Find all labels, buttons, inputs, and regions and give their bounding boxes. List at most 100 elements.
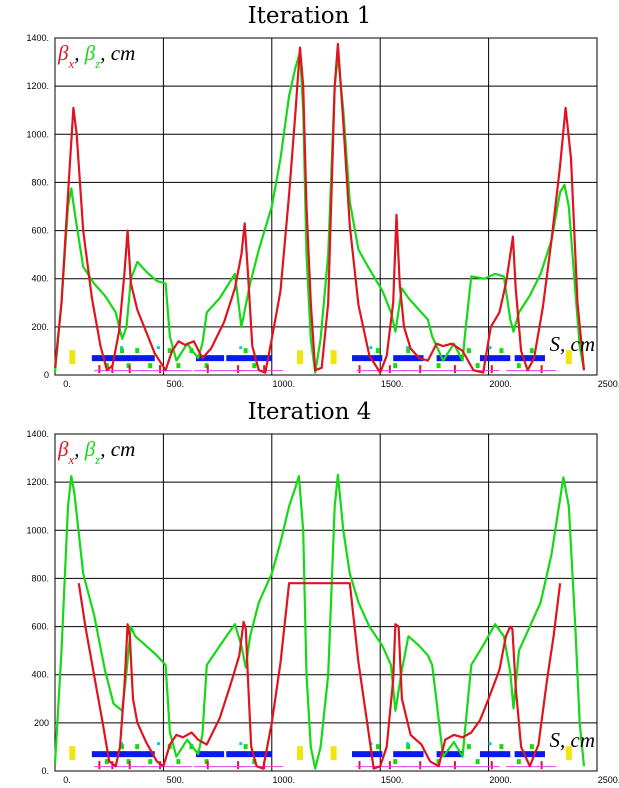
series-line	[53, 473, 586, 770]
x-tick-label: 2500.	[598, 775, 619, 785]
legend-text-part: β	[80, 437, 96, 461]
element-bar	[516, 759, 521, 765]
element-bar	[195, 355, 225, 362]
series-line	[77, 582, 562, 770]
y-tick-label: 1200.	[26, 477, 49, 487]
element-bar	[514, 355, 545, 362]
element-bar	[453, 761, 456, 770]
chart-svg: 0 200. 400. 600. 800. 1000. 1200. 1400. 0. 500. 10…	[26, 33, 619, 389]
element-bar	[419, 365, 422, 374]
element-bar	[239, 742, 243, 746]
element-bar	[126, 363, 131, 369]
element-bar	[540, 761, 543, 770]
chart-panel-iteration-1: Iteration 1 0 200. 400. 600. 800. 1000. 1200. 1…	[0, 0, 619, 392]
x-tick-label: 500.	[167, 379, 185, 389]
element-bar	[453, 365, 456, 374]
y-tick-label: 1400.	[26, 429, 49, 439]
element-bar	[406, 348, 411, 354]
element-bar	[296, 350, 303, 365]
element-bar	[436, 759, 441, 765]
element-bar	[111, 365, 114, 374]
element-bar	[141, 370, 192, 372]
element-bar	[167, 348, 172, 354]
element-bar	[252, 363, 257, 369]
element-bar	[436, 363, 441, 369]
element-bar	[375, 744, 380, 750]
element-bar	[352, 751, 383, 758]
element-bar	[226, 355, 272, 362]
element-bar	[148, 363, 153, 369]
element-bar	[193, 370, 244, 372]
y-tick-label: 400.	[31, 670, 49, 680]
element-bar	[148, 759, 153, 765]
x-tick-label: 0.	[63, 379, 71, 389]
element-bar	[475, 363, 480, 369]
element-bar	[479, 355, 511, 362]
element-bar	[120, 346, 124, 350]
element-bar	[141, 766, 192, 768]
element-bar	[401, 766, 452, 768]
legend-text-part: x	[67, 452, 74, 467]
legend-text-part: , cm	[100, 437, 135, 461]
element-bar	[406, 744, 411, 750]
y-tick-label: 800.	[31, 177, 49, 187]
chart-title: Iteration 1	[247, 3, 372, 29]
element-bar	[529, 744, 534, 750]
x-tick-label: 1000.	[273, 379, 296, 389]
element-bar	[393, 751, 424, 758]
element-bar	[126, 759, 131, 765]
element-bar	[104, 759, 109, 765]
element-bar	[195, 751, 225, 758]
element-bar	[565, 350, 572, 365]
element-bar	[206, 761, 209, 770]
element-bar	[98, 761, 101, 770]
legend-text-part: x	[67, 56, 74, 71]
y-tick-label: 200.	[31, 322, 49, 332]
element-bar	[449, 766, 500, 768]
y-tick-label: 200	[34, 718, 49, 728]
chart-title: Iteration 4	[247, 399, 372, 425]
element-bar	[193, 766, 244, 768]
element-bar	[120, 744, 125, 750]
element-bar	[499, 744, 504, 750]
element-bar	[479, 751, 511, 758]
y-tick-label: 0	[44, 370, 49, 380]
element-bar	[111, 761, 114, 770]
element-bar	[499, 348, 504, 354]
element-bar	[239, 346, 243, 350]
element-bar	[156, 346, 160, 350]
x-tick-label: 500.	[167, 775, 185, 785]
y-tick-label: 1400.	[26, 33, 49, 43]
element-bar	[135, 744, 140, 750]
x-tick-label: 1500.	[381, 775, 404, 785]
element-bar	[490, 761, 493, 770]
element-bar	[505, 370, 556, 372]
element-bar	[98, 365, 101, 374]
plot-frame	[54, 433, 598, 772]
y-tick-label: 600.	[31, 226, 49, 236]
y-tick-label: 0.	[41, 766, 49, 776]
y-tick-label: 1000.	[26, 525, 49, 535]
x-tick-label: 0.	[63, 775, 71, 785]
x-axis-label: S, cm	[550, 728, 596, 752]
element-bar	[204, 363, 209, 369]
element-bar	[243, 744, 248, 750]
legend-text-part: ,	[74, 41, 79, 65]
element-bar	[120, 742, 124, 746]
legend-text-part: β	[57, 41, 69, 65]
chart-svg: 0. 200 400. 600. 800. 1000. 1200. 1400. 0. 500. 10…	[26, 429, 619, 785]
legend-text-part: β	[80, 41, 96, 65]
element-bar	[206, 365, 209, 374]
element-bar	[514, 751, 545, 758]
y-tick-label: 800.	[31, 573, 49, 583]
element-bar	[505, 766, 556, 768]
element-bar	[388, 365, 391, 374]
legend-text-part: z	[94, 452, 100, 467]
legend-text-part: z	[94, 56, 100, 71]
y-tick-label: 1200.	[26, 81, 49, 91]
element-bar	[375, 348, 380, 354]
element-bar	[296, 746, 303, 761]
element-bar	[176, 363, 181, 369]
element-bar	[393, 355, 424, 362]
element-bar	[91, 355, 155, 362]
